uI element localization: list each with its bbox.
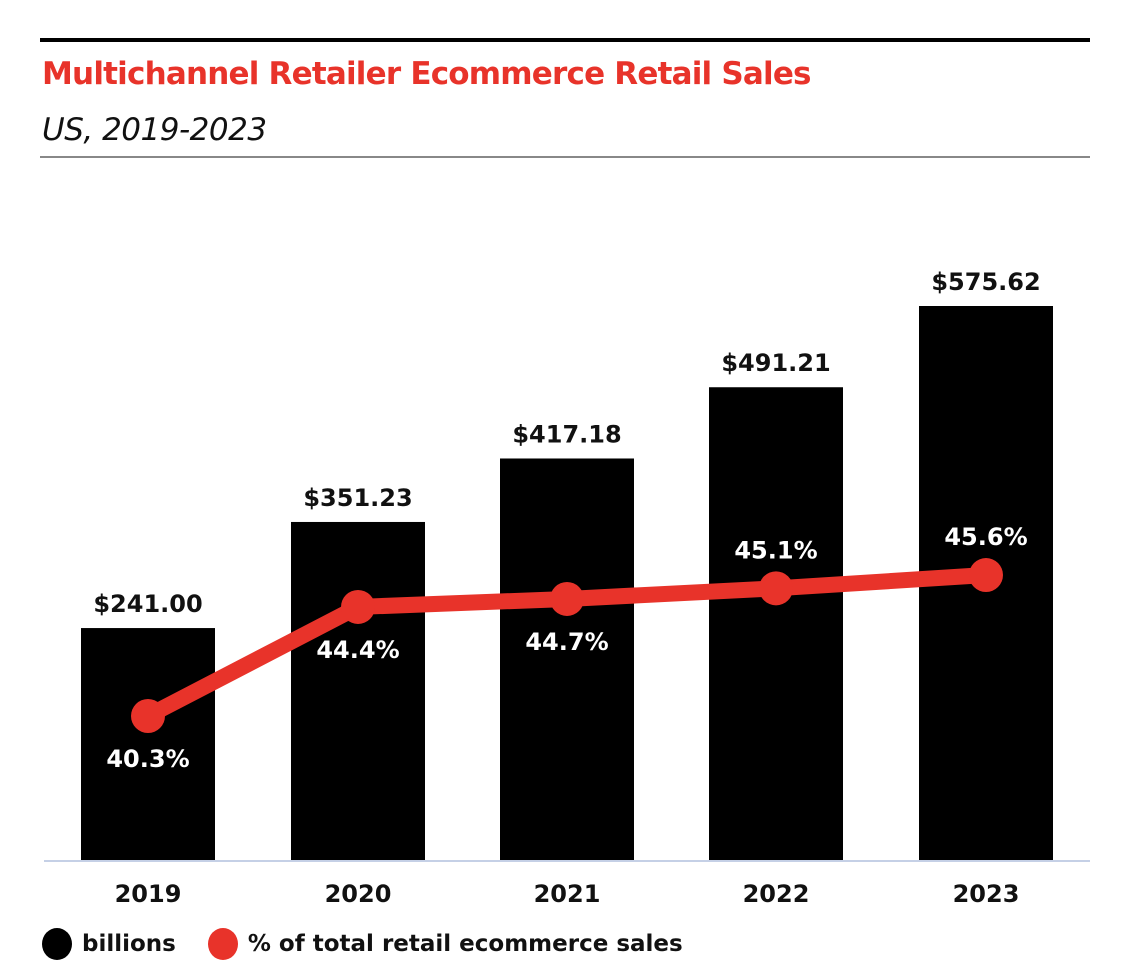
chart-title: Multichannel Retailer Ecommerce Retail S… <box>42 56 812 92</box>
x-tick-label: 2022 <box>743 880 810 908</box>
legend-item-billions: billions <box>42 928 176 960</box>
top-rule <box>40 38 1090 42</box>
x-tick-label: 2021 <box>534 880 601 908</box>
legend-label: billions <box>82 931 176 957</box>
line-point-2019 <box>131 699 165 733</box>
x-tick-label: 2023 <box>953 880 1020 908</box>
line-value-label: 44.7% <box>525 628 608 656</box>
line-value-label: 40.3% <box>106 745 189 773</box>
bar-value-label: $417.18 <box>512 420 621 448</box>
bar-value-label: $575.62 <box>931 268 1040 296</box>
x-tick-label: 2019 <box>115 880 182 908</box>
line-point-2022 <box>759 571 793 606</box>
bar-2021 <box>500 458 634 860</box>
x-tick-label: 2020 <box>325 880 392 908</box>
line-point-2021 <box>550 581 584 616</box>
bar-value-label: $351.23 <box>303 484 412 512</box>
line-value-label: 45.1% <box>734 536 817 564</box>
line-value-label: 45.6% <box>944 523 1027 551</box>
legend-swatch-black-icon <box>42 928 72 960</box>
legend-item-percent: % of total retail ecommerce sales <box>207 928 683 960</box>
bar-2019 <box>81 628 215 860</box>
legend-label: % of total retail ecommerce sales <box>247 931 683 957</box>
line-point-2023 <box>969 558 1003 593</box>
legend: billions % of total retail ecommerce sal… <box>42 928 715 960</box>
subtitle-rule <box>40 156 1090 158</box>
bar-2020 <box>291 521 425 860</box>
legend-swatch-red-icon <box>207 928 238 960</box>
chart-subtitle: US, 2019-2023 <box>42 112 267 148</box>
bar-value-label: $491.21 <box>721 349 830 377</box>
bar-2022 <box>709 387 843 860</box>
line-value-label: 44.4% <box>316 636 399 664</box>
bar-value-label: $241.00 <box>93 590 202 618</box>
line-point-2020 <box>341 589 375 624</box>
